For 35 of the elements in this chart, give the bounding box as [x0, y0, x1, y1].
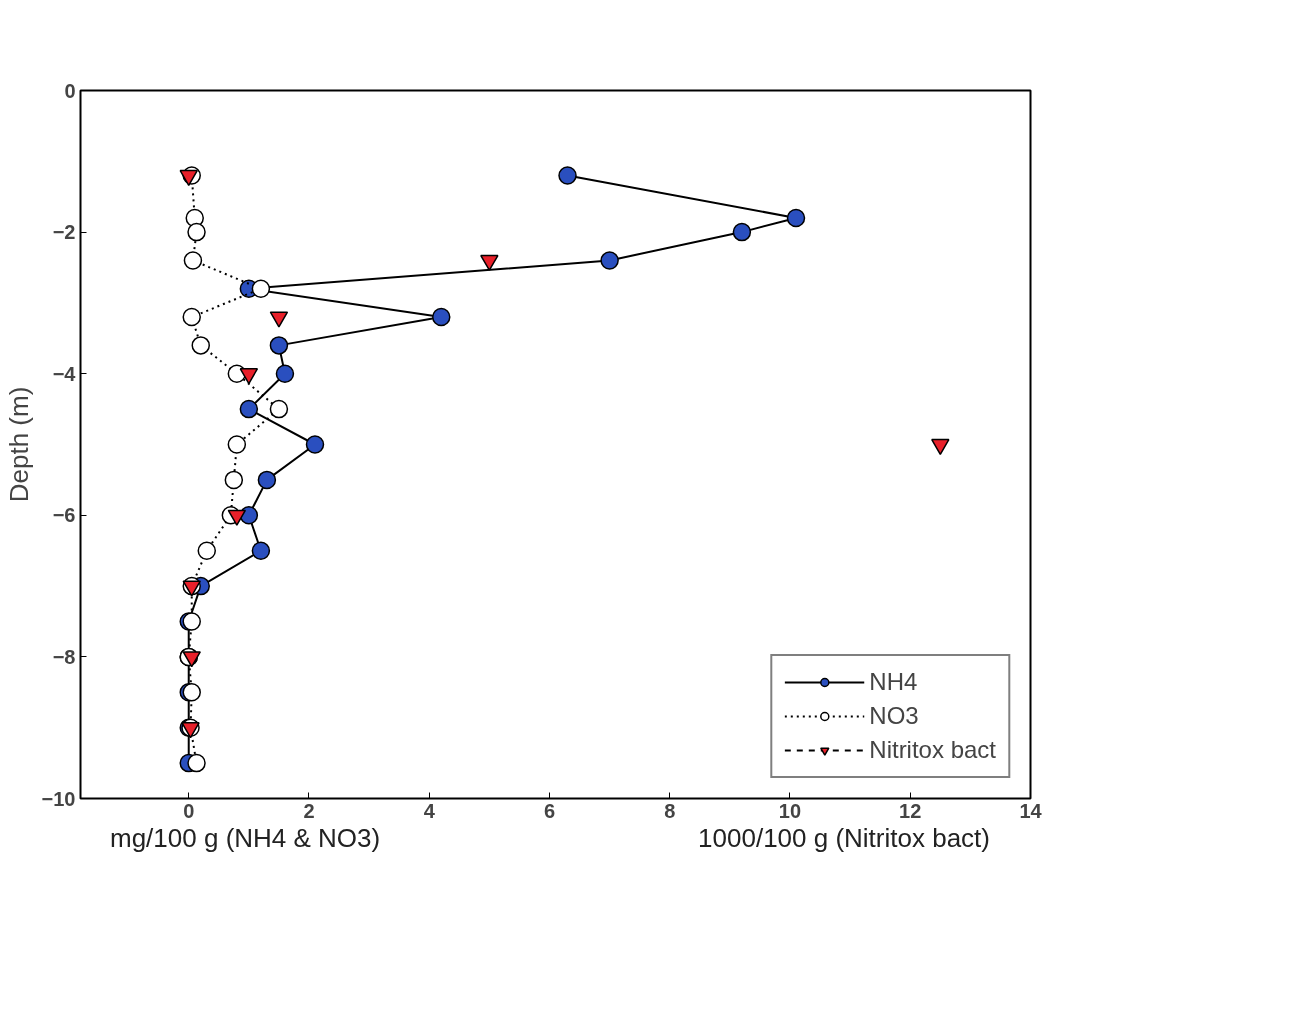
text: 1000/100 g (Nitritox bact) [698, 822, 990, 855]
legend-label: NO3 [869, 702, 919, 730]
x-tick-label: 4 [423, 799, 436, 822]
x-tick-label: 14 [1019, 799, 1043, 822]
y-tick-label: −6 [52, 504, 76, 527]
y-tick-label: −10 [41, 787, 76, 810]
point [786, 208, 806, 228]
point [269, 336, 289, 355]
point [187, 222, 206, 242]
point [239, 399, 259, 419]
x-tick-label: 10 [778, 799, 802, 822]
y-axis-title: Depth (m) [3, 386, 34, 503]
point [600, 251, 619, 270]
point [187, 753, 206, 773]
point [305, 435, 325, 454]
point [257, 470, 277, 490]
y-tick-label: 0 [64, 79, 76, 102]
point [251, 541, 271, 560]
point [191, 336, 210, 355]
legend-label: Nitritox bact [869, 736, 996, 764]
point [432, 307, 451, 327]
x-tick-label: 8 [664, 799, 676, 822]
x-tick-label: 12 [899, 799, 922, 822]
y-tick-label: −8 [52, 645, 76, 668]
y-tick-label: −2 [52, 221, 76, 244]
x-tick-label: 0 [183, 799, 195, 822]
point [732, 222, 752, 242]
legend-label: NH4 [869, 668, 918, 696]
y-tick-label: −4 [52, 362, 77, 385]
x-tick-label: 2 [303, 799, 315, 822]
point [558, 166, 577, 185]
x-tick-label: 6 [543, 799, 556, 822]
point [275, 364, 295, 383]
x-axis-title: mg/100 g (NH4 & NO3) [110, 822, 381, 855]
point [251, 279, 271, 298]
